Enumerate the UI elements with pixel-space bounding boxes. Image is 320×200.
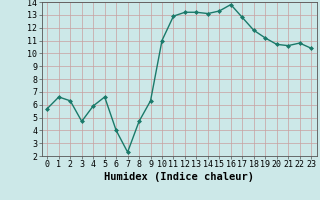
X-axis label: Humidex (Indice chaleur): Humidex (Indice chaleur) [104, 172, 254, 182]
